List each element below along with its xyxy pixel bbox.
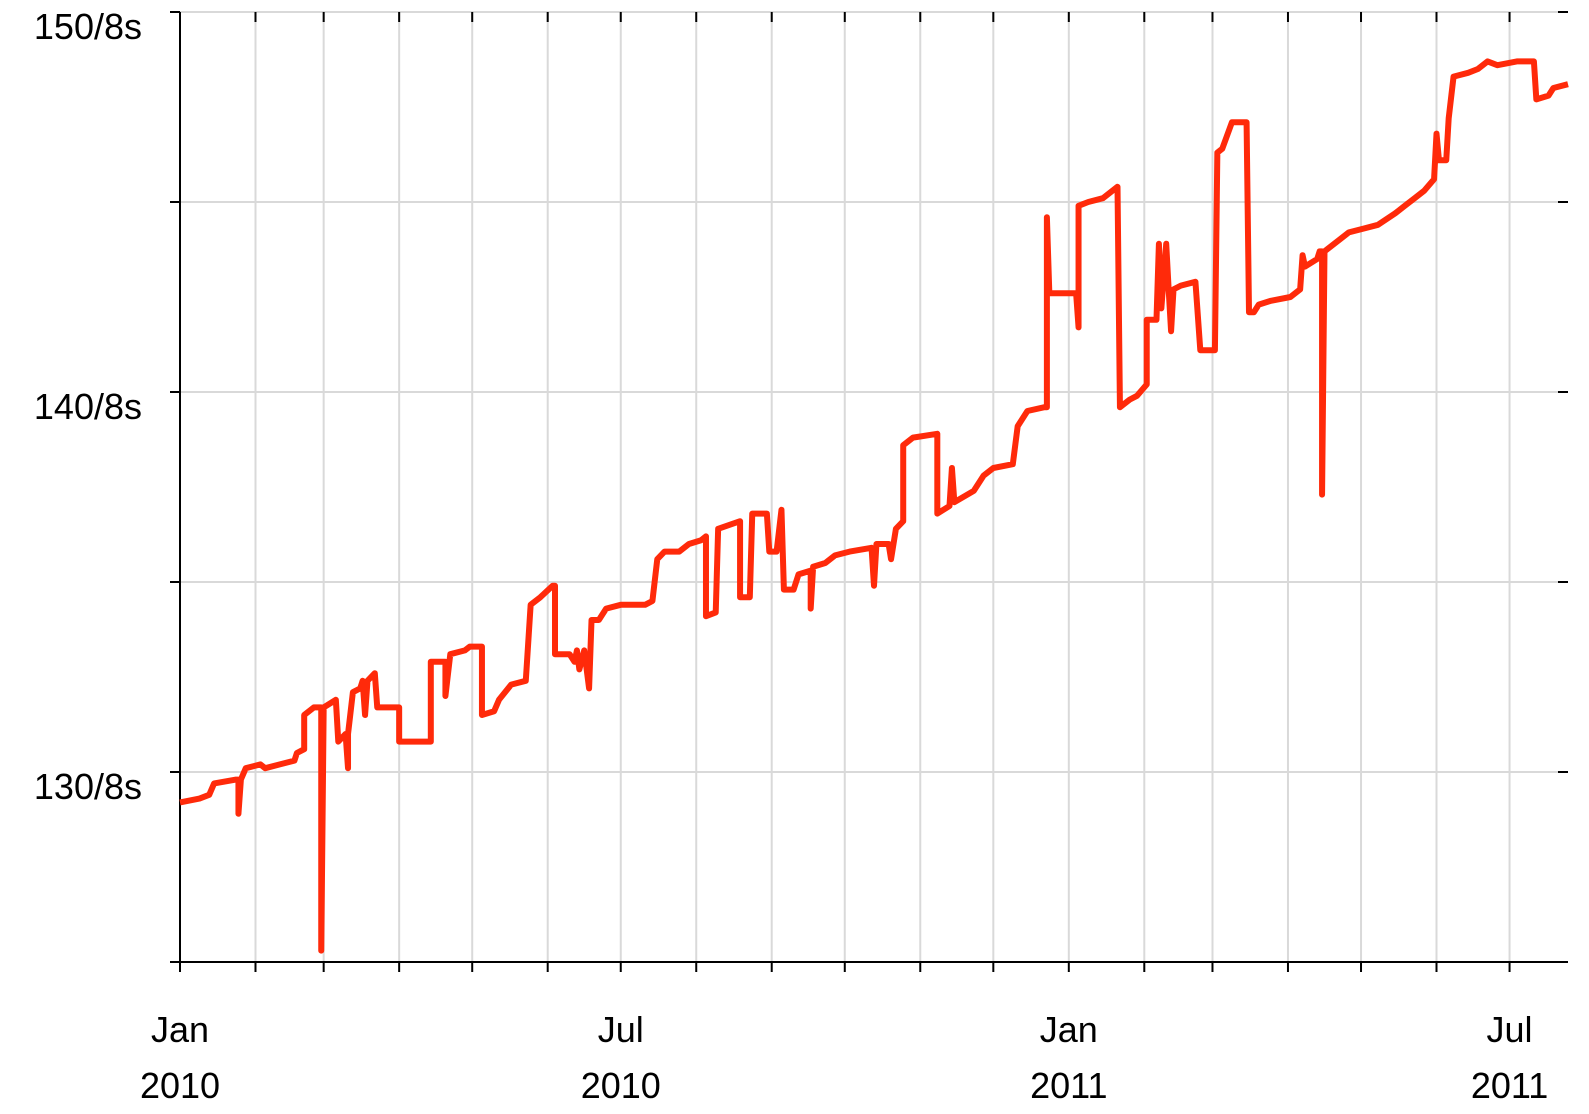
x-tick-label: Jan 2010 [139, 1009, 221, 1106]
y-tick-label: 140/8s [34, 386, 142, 427]
x-tick-label: Jan 2011 [1030, 1009, 1108, 1106]
data-line [179, 58, 1569, 954]
x-tick-label: Jul 2011 [1470, 1009, 1549, 1106]
y-tick-label: 130/8s [34, 766, 142, 807]
y-tick-label: 150/8s [34, 6, 142, 47]
x-tick-label: Jul 2010 [580, 1009, 661, 1106]
